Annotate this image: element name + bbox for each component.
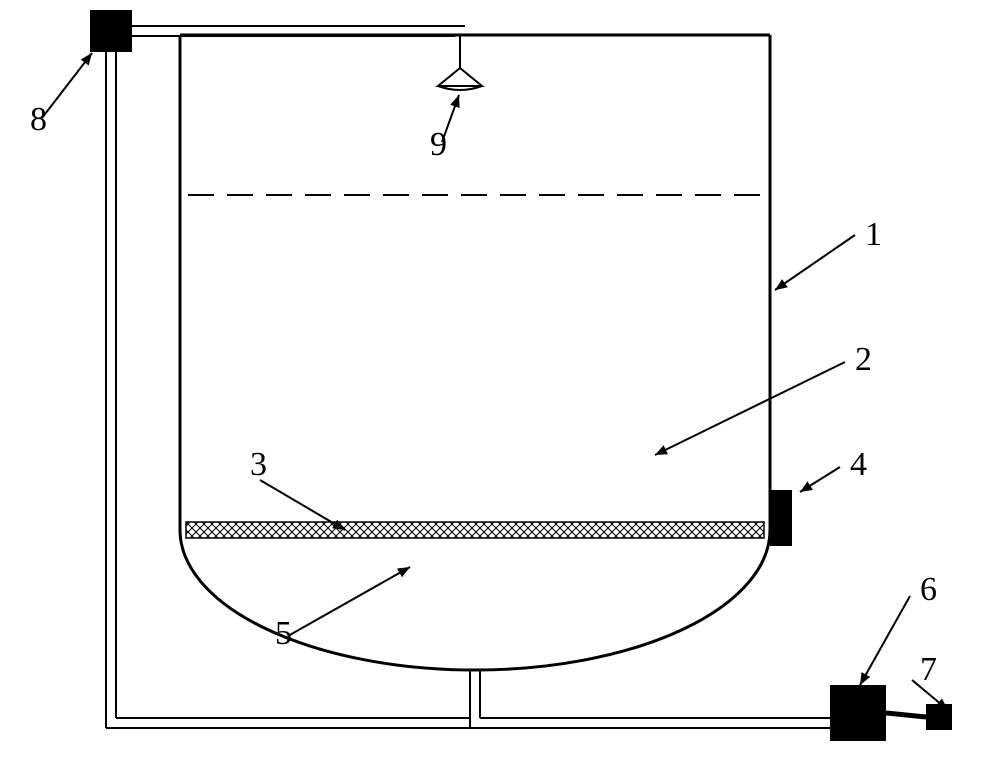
pointer-8	[42, 53, 92, 118]
label-4: 4	[850, 446, 867, 483]
tank-bottom-arc	[180, 530, 770, 670]
label-3: 3	[250, 446, 267, 483]
pointer-4	[800, 467, 840, 492]
pointer-2	[655, 362, 845, 455]
valve-top-left	[90, 10, 132, 52]
outlet-box	[926, 704, 952, 730]
label-6: 6	[920, 571, 937, 608]
label-8: 8	[30, 101, 47, 138]
label-5: 5	[275, 615, 292, 652]
filter-mesh	[186, 522, 764, 538]
label-1: 1	[865, 216, 882, 253]
pump	[830, 685, 886, 741]
tank-vessel	[180, 35, 770, 670]
pipes	[106, 26, 926, 728]
pointer-1	[775, 235, 855, 290]
labels: 1 2 3 4 5 6 7 8 9	[30, 53, 948, 710]
pointer-5	[288, 567, 410, 636]
label-9: 9	[430, 126, 447, 163]
pointer-6	[860, 596, 910, 685]
sensor-right	[770, 490, 792, 546]
label-7: 7	[920, 651, 937, 688]
pointer-9	[442, 95, 460, 142]
label-2: 2	[855, 341, 872, 378]
sprayer	[438, 35, 482, 90]
